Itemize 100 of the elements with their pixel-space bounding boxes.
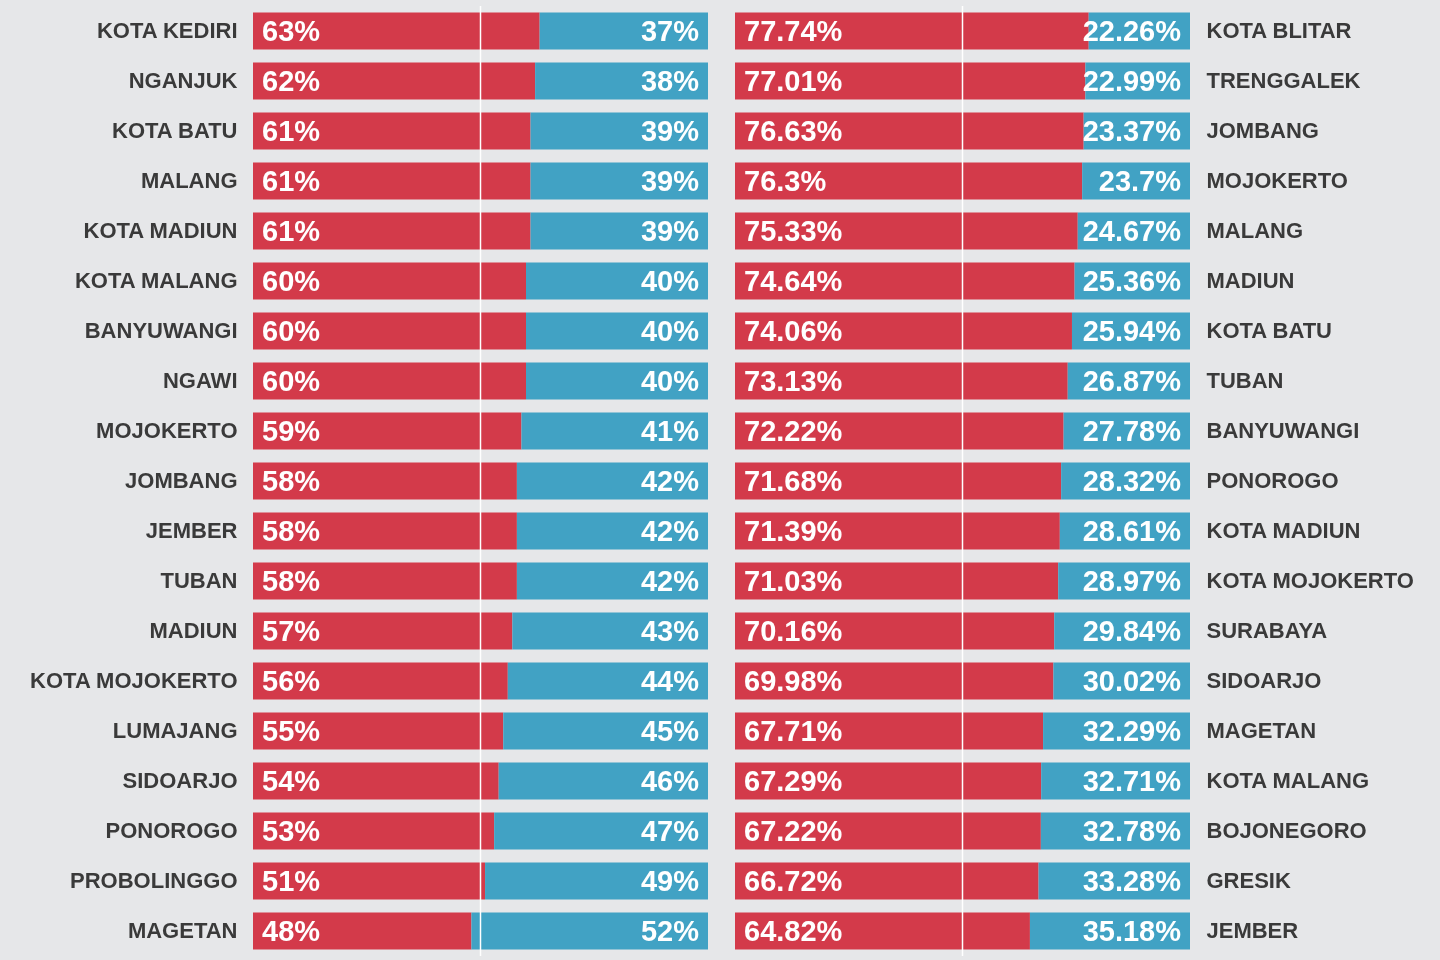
bar [521, 412, 708, 450]
bar [507, 662, 708, 700]
y-tick-label: MADIUN [149, 618, 238, 643]
bar [735, 562, 1059, 600]
bar [516, 462, 708, 500]
data-label: 71.39% [744, 515, 843, 547]
bar [253, 362, 526, 400]
y-tick-label: TUBAN [160, 568, 238, 593]
bar [253, 412, 522, 450]
data-label: 51% [262, 865, 321, 897]
data-label: 67.22% [744, 815, 843, 847]
data-label: 58% [262, 465, 321, 497]
data-label: 75.33% [744, 215, 843, 247]
bar [735, 712, 1044, 750]
bar [471, 912, 708, 950]
data-label: 39% [640, 115, 700, 147]
data-label: 40% [640, 365, 700, 397]
y-tick-label: BANYUWANGI [1206, 418, 1360, 443]
y-tick-label: KOTA MADIUN [1206, 518, 1361, 543]
data-label: 42% [640, 565, 700, 597]
bar [735, 362, 1068, 400]
data-label: 26.87% [1082, 365, 1182, 397]
data-label: 59% [262, 415, 321, 447]
data-label: 46% [640, 765, 700, 797]
y-tick-label: PONOROGO [105, 818, 238, 843]
bar [735, 812, 1041, 850]
data-label: 45% [640, 715, 700, 747]
y-tick-label: KOTA MOJOKERTO [1206, 568, 1414, 593]
data-label: 71.03% [744, 565, 843, 597]
y-tick-label: MADIUN [1206, 268, 1295, 293]
bar [485, 862, 708, 900]
data-label: 30.02% [1082, 665, 1182, 697]
y-tick-label: MOJOKERTO [1206, 168, 1348, 193]
y-tick-label: KOTA BATU [112, 118, 238, 143]
y-tick-label: JOMBANG [125, 468, 238, 493]
y-tick-label: KOTA KEDIRI [96, 18, 238, 43]
bar [253, 262, 526, 300]
data-label: 74.06% [744, 315, 843, 347]
bar [253, 12, 540, 50]
data-label: 58% [262, 565, 321, 597]
bar [735, 512, 1060, 550]
data-label: 71.68% [744, 465, 843, 497]
data-label: 76.63% [744, 115, 843, 147]
data-label: 42% [640, 465, 700, 497]
data-label: 28.32% [1082, 465, 1182, 497]
bar [512, 612, 708, 650]
data-label: 70.16% [744, 615, 843, 647]
y-tick-label: BANYUWANGI [84, 318, 238, 343]
data-label: 58% [262, 515, 321, 547]
data-label: 64.82% [744, 915, 843, 947]
data-label: 69.98% [744, 665, 843, 697]
data-label: 60% [262, 265, 321, 297]
data-label: 55% [262, 715, 321, 747]
y-tick-label: MAGETAN [127, 918, 238, 943]
data-label: 48% [262, 915, 321, 947]
bar [735, 762, 1042, 800]
bar [526, 362, 708, 400]
y-tick-label: KOTA MALANG [1206, 768, 1370, 793]
data-label: 76.3% [744, 165, 827, 197]
y-tick-label: SURABAYA [1206, 618, 1328, 643]
bar [503, 712, 708, 750]
data-label: 74.64% [744, 265, 843, 297]
data-label: 44% [640, 665, 700, 697]
y-tick-label: BOJONEGORO [1206, 818, 1367, 843]
bar [735, 262, 1075, 300]
data-label: 60% [262, 315, 321, 347]
data-label: 33.28% [1082, 865, 1182, 897]
y-tick-label: SIDOARJO [122, 768, 238, 793]
y-tick-label: LUMAJANG [112, 718, 238, 743]
bar [735, 112, 1084, 150]
bar [253, 562, 517, 600]
data-label: 63% [262, 15, 321, 47]
data-label: 32.29% [1082, 715, 1182, 747]
data-label: 25.94% [1082, 315, 1182, 347]
y-tick-label: SIDOARJO [1206, 668, 1322, 693]
data-label: 57% [262, 615, 321, 647]
data-label: 66.72% [744, 865, 843, 897]
bar [539, 12, 708, 50]
bar [253, 762, 499, 800]
bar [253, 612, 513, 650]
data-label: 23.7% [1098, 165, 1182, 197]
data-label: 32.71% [1082, 765, 1182, 797]
bar [253, 912, 472, 950]
data-label: 56% [262, 665, 321, 697]
data-label: 43% [640, 615, 700, 647]
y-tick-label: KOTA MALANG [74, 268, 238, 293]
y-tick-label: PROBOLINGGO [70, 868, 238, 893]
bar [253, 212, 531, 250]
data-label: 77.01% [744, 65, 843, 97]
y-tick-label: JEMBER [145, 518, 238, 543]
bar [253, 712, 504, 750]
y-tick-label: JOMBANG [1206, 118, 1319, 143]
bar [526, 312, 708, 350]
bar [253, 112, 531, 150]
data-label: 62% [262, 65, 321, 97]
y-tick-label: MALANG [1206, 218, 1304, 243]
y-tick-label: JEMBER [1206, 918, 1299, 943]
data-label: 73.13% [744, 365, 843, 397]
data-label: 25.36% [1082, 265, 1182, 297]
bar [735, 312, 1072, 350]
